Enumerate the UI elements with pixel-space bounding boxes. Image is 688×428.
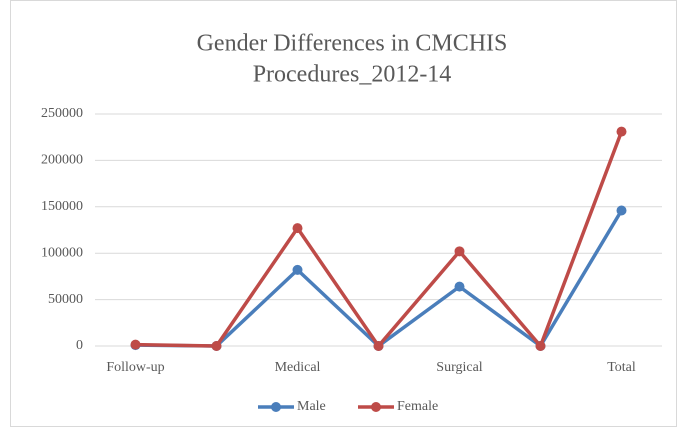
chart-title: Gender Differences in CMCHIS [197,31,508,57]
chart-title: Procedures_2012-14 [253,62,452,88]
y-tick-label: 0 [76,338,83,353]
point [616,126,627,137]
legend-label: Male [297,399,326,414]
point [454,246,465,257]
y-tick-label: 150000 [41,199,83,214]
legend-marker [271,402,281,412]
point [373,341,384,351]
x-tick-label: Surgical [436,360,483,375]
x-tick-label: Total [607,360,636,375]
x-tick-label: Follow-up [106,360,164,375]
point [535,341,546,351]
point [292,264,303,275]
point [292,223,303,234]
point [211,341,222,351]
chart-border [10,0,677,427]
y-tick-label: 200000 [41,153,83,168]
x-tick-label: Medical [275,360,321,375]
y-tick-label: 250000 [41,106,83,121]
point [130,339,141,350]
y-tick-label: 50000 [48,292,83,307]
point [454,281,465,292]
point [616,205,627,216]
y-tick-label: 100000 [41,245,83,260]
legend-label: Female [397,399,438,414]
legend-marker [371,402,381,412]
